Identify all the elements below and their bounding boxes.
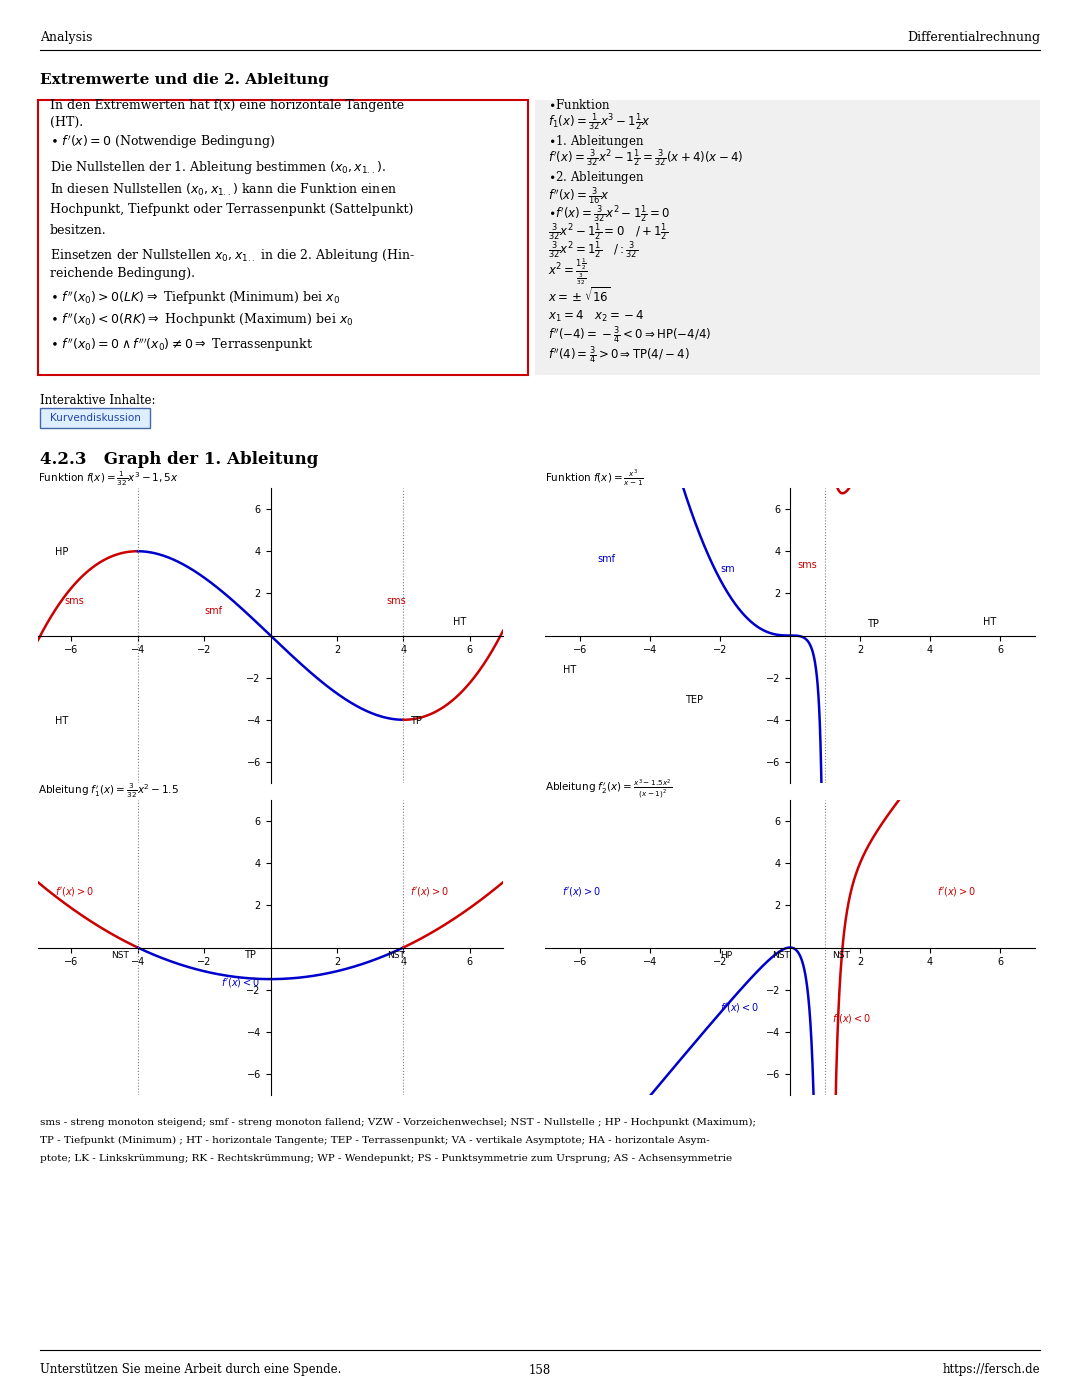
Text: 4.2.3   Graph der 1. Ableitung: 4.2.3 Graph der 1. Ableitung: [40, 451, 319, 468]
Text: $f'(x)<0$: $f'(x)<0$: [720, 1002, 759, 1014]
Text: NST: NST: [772, 951, 791, 960]
Text: HP: HP: [720, 951, 732, 960]
Text: $f'(x)>0$: $f'(x)>0$: [937, 886, 976, 898]
Text: $f''(-4)=-\frac{3}{4}<0\Rightarrow \mathrm{HP}(-4/4)$: $f''(-4)=-\frac{3}{4}<0\Rightarrow \math…: [548, 324, 712, 346]
Text: Analysis: Analysis: [40, 32, 93, 45]
Text: In den Extremwerten hat f(x) eine horizontale Tangente: In den Extremwerten hat f(x) eine horizo…: [50, 99, 404, 112]
Text: Unterstützen Sie meine Arbeit durch eine Spende.: Unterstützen Sie meine Arbeit durch eine…: [40, 1363, 341, 1376]
Text: reichende Bedingung).: reichende Bedingung).: [50, 267, 195, 279]
Text: Funktion $f(x)=\frac{1}{32}x^3-1,5x$: Funktion $f(x)=\frac{1}{32}x^3-1,5x$: [38, 469, 178, 488]
Text: $\bullet$2. Ableitungen: $\bullet$2. Ableitungen: [548, 169, 645, 187]
Text: smf: smf: [204, 606, 222, 616]
Text: $f'(x)=\frac{3}{32}x^2-1\frac{1}{2}=\frac{3}{32}(x+4)(x-4)$: $f'(x)=\frac{3}{32}x^2-1\frac{1}{2}=\fra…: [548, 147, 743, 169]
Text: $x_1=4\quad x_2=-4$: $x_1=4\quad x_2=-4$: [548, 309, 645, 324]
Text: TEP: TEP: [685, 694, 703, 705]
Text: $\frac{3}{32}x^2-1\frac{1}{2}=0\quad /+1\frac{1}{2}$: $\frac{3}{32}x^2-1\frac{1}{2}=0\quad /+1…: [548, 221, 669, 243]
Text: TP: TP: [410, 717, 422, 726]
Text: $\bullet\ f''(x_0)=0\wedge f'''(x_0)\neq 0\Rightarrow$ Terrassenpunkt: $\bullet\ f''(x_0)=0\wedge f'''(x_0)\neq…: [50, 337, 313, 353]
Text: $\bullet\ f''(x_0)>0(LK)\Rightarrow$ Tiefpunkt (Minimum) bei $x_0$: $\bullet\ f''(x_0)>0(LK)\Rightarrow$ Tie…: [50, 289, 340, 307]
Text: $\bullet\ f''(x_0)<0(RK)\Rightarrow$ Hochpunkt (Maximum) bei $x_0$: $\bullet\ f''(x_0)<0(RK)\Rightarrow$ Hoc…: [50, 312, 353, 328]
Text: HT: HT: [55, 717, 68, 726]
Text: Hochpunkt, Tiefpunkt oder Terrassenpunkt (Sattelpunkt): Hochpunkt, Tiefpunkt oder Terrassenpunkt…: [50, 204, 414, 217]
Bar: [40, 408, 150, 427]
Text: TP - Tiefpunkt (Minimum) ; HT - horizontale Tangente; TEP - Terrassenpunkt; VA -: TP - Tiefpunkt (Minimum) ; HT - horizont…: [40, 1136, 710, 1146]
Text: sms: sms: [797, 560, 816, 570]
Text: $\bullet\ f'(x)=0$ (Notwendige Bedingung): $\bullet\ f'(x)=0$ (Notwendige Bedingung…: [50, 133, 275, 151]
Text: In diesen Nullstellen $(x_0,x_{1..})$ kann die Funktion einen: In diesen Nullstellen $(x_0,x_{1..})$ ka…: [50, 182, 397, 198]
Text: sm: sm: [720, 564, 734, 574]
Text: Ableitung $f_1^\prime(x)=\frac{3}{32}x^2-1.5$: Ableitung $f_1^\prime(x)=\frac{3}{32}x^2…: [38, 781, 179, 800]
Text: $\bullet$1. Ableitungen: $\bullet$1. Ableitungen: [548, 134, 645, 151]
Text: $f'(x)<0$: $f'(x)<0$: [832, 1011, 872, 1025]
Text: $f'(x)>0$: $f'(x)>0$: [563, 886, 602, 898]
Text: NST: NST: [111, 951, 129, 960]
Text: $x^2=\frac{1\frac{1}{2}}{\frac{3}{32}}$: $x^2=\frac{1\frac{1}{2}}{\frac{3}{32}}$: [548, 257, 588, 288]
Text: sms: sms: [65, 597, 84, 606]
Text: $f'(x)>0$: $f'(x)>0$: [410, 886, 449, 898]
Bar: [535, 101, 1040, 374]
Text: TP: TP: [867, 619, 879, 629]
Text: $f''(4)=\frac{3}{4}>0\Rightarrow \mathrm{TP}(4/-4)$: $f''(4)=\frac{3}{4}>0\Rightarrow \mathrm…: [548, 344, 690, 366]
Text: $x=\pm\sqrt{16}$: $x=\pm\sqrt{16}$: [548, 286, 611, 306]
Text: TP: TP: [244, 950, 256, 960]
Text: besitzen.: besitzen.: [50, 224, 107, 236]
Text: Ableitung $f_2^\prime(x)=\frac{x^3-1.5x^2}{(x-1)^2}$: Ableitung $f_2^\prime(x)=\frac{x^3-1.5x^…: [545, 777, 672, 800]
Text: $f'(x)>0$: $f'(x)>0$: [55, 886, 94, 898]
Text: https://fersch.de: https://fersch.de: [943, 1363, 1040, 1376]
Text: Kurvendiskussion: Kurvendiskussion: [50, 414, 140, 423]
Text: Funktion $f(x)=\frac{x^3}{x-1}$: Funktion $f(x)=\frac{x^3}{x-1}$: [545, 468, 644, 488]
Text: ptote; LK - Linkskrümmung; RK - Rechtskrümmung; WP - Wendepunkt; PS - Punktsymme: ptote; LK - Linkskrümmung; RK - Rechtskr…: [40, 1154, 732, 1162]
Text: HT: HT: [563, 665, 576, 675]
Text: $f_1(x)=\frac{1}{32}x^3-1\frac{1}{2}x$: $f_1(x)=\frac{1}{32}x^3-1\frac{1}{2}x$: [548, 112, 651, 133]
Text: $\bullet$Funktion: $\bullet$Funktion: [548, 98, 610, 112]
Text: $\frac{3}{32}x^2=1\frac{1}{2}\quad /:\frac{3}{32}$: $\frac{3}{32}x^2=1\frac{1}{2}\quad /:\fr…: [548, 239, 638, 261]
Text: sms - streng monoton steigend; smf - streng monoton fallend; VZW - Vorzeichenwec: sms - streng monoton steigend; smf - str…: [40, 1118, 756, 1127]
Text: 158: 158: [529, 1363, 551, 1376]
Text: Die Nullstellen der 1. Ableitung bestimmen $(x_0,x_{1..})$.: Die Nullstellen der 1. Ableitung bestimm…: [50, 158, 386, 176]
Text: HT: HT: [454, 617, 467, 627]
Text: Differentialrechnung: Differentialrechnung: [907, 32, 1040, 45]
Text: NST: NST: [832, 951, 850, 960]
Text: sms: sms: [387, 597, 406, 606]
Text: $f'(x)<0$: $f'(x)<0$: [220, 977, 260, 989]
Text: $f''(x)=\frac{3}{16}x$: $f''(x)=\frac{3}{16}x$: [548, 186, 609, 207]
Text: $\bullet f'(x)=\frac{3}{32}x^2-1\frac{1}{2}=0$: $\bullet f'(x)=\frac{3}{32}x^2-1\frac{1}…: [548, 203, 671, 225]
Text: Interaktive Inhalte:: Interaktive Inhalte:: [40, 394, 156, 407]
Text: HP: HP: [55, 548, 68, 557]
Text: Extremwerte und die 2. Ableitung: Extremwerte und die 2. Ableitung: [40, 73, 329, 87]
Text: (HT).: (HT).: [50, 116, 83, 129]
Text: Einsetzen der Nullstellen $x_0,x_{1..}$ in die 2. Ableitung (Hin-: Einsetzen der Nullstellen $x_0,x_{1..}$ …: [50, 246, 415, 264]
Text: NST: NST: [387, 951, 405, 960]
Bar: [38, 101, 528, 374]
Text: HT: HT: [983, 617, 996, 627]
Text: smf: smf: [597, 553, 616, 564]
